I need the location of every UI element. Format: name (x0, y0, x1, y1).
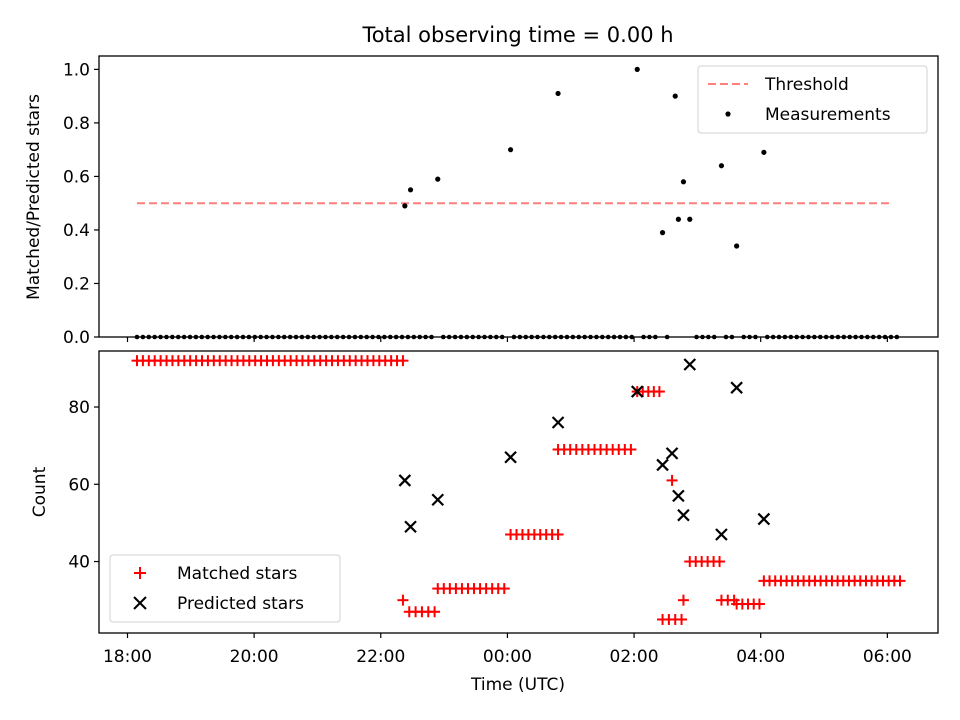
top-y-tick-label: 1.0 (63, 60, 90, 80)
cross-b (404, 520, 417, 534)
predicted-star-marker (677, 508, 690, 522)
predicted-star-marker (730, 381, 743, 394)
x-tick-label: 00:00 (483, 647, 532, 667)
top-legend: Threshold Measurements (697, 65, 928, 134)
bottom-legend-box (109, 554, 341, 623)
legend-matched-label: Matched stars (177, 564, 297, 584)
top-y-tick-label: 0.8 (63, 114, 90, 134)
bottom-plot-marks (131, 355, 906, 625)
cross-b (665, 447, 679, 460)
bottom-y-ticks: 40 60 80 (68, 398, 99, 573)
top-legend-box (697, 65, 928, 134)
chart-title: Total observing time = 0.00 h (361, 23, 673, 47)
top-y-axis-label: Matched/Predicted stars (24, 94, 44, 300)
predicted-star-marker (431, 493, 445, 507)
predicted-star-marker (630, 385, 644, 398)
top-panel: 0.0 0.2 0.4 0.6 0.8 1.0 Matched/Predicted sta… (24, 55, 939, 348)
top-y-ticks: 0.0 0.2 0.4 0.6 0.8 1.0 (63, 60, 99, 348)
predicted-star-marker (656, 458, 669, 472)
bottom-y-tick-label: 60 (68, 475, 90, 495)
measurement-point (659, 230, 666, 236)
legend-measurement-swatch (725, 111, 731, 117)
measurement-point (407, 187, 414, 193)
predicted-star-marker (757, 512, 771, 526)
cross-b (431, 493, 445, 507)
measurement-point (634, 66, 640, 72)
matched-star-marker (498, 583, 510, 595)
matched-star-marker (397, 355, 409, 367)
bottom-x-ticks: 18:00 20:00 22:00 00:00 02:00 04:00 06:00 (103, 633, 912, 667)
cross-b (683, 358, 697, 371)
cross-b (672, 489, 685, 503)
top-y-tick-label: 0.0 (63, 328, 90, 348)
bottom-y-tick-label: 80 (68, 398, 90, 418)
x-tick-label: 20:00 (230, 647, 279, 667)
legend-matched-swatch (134, 567, 146, 579)
legend-predicted-swatch (133, 596, 147, 610)
cross-b (730, 381, 743, 394)
cross-b (398, 474, 412, 487)
matched-star-marker (552, 528, 564, 540)
matched-star-marker (677, 594, 689, 606)
cross-b (504, 450, 517, 464)
predicted-star-marker (398, 474, 412, 487)
matched-star-marker (653, 386, 665, 398)
x-tick-label: 06:00 (863, 647, 912, 667)
measurement-point (435, 176, 441, 182)
top-y-tick-label: 0.6 (63, 167, 90, 187)
cross-b (677, 508, 690, 522)
x-tick-label: 04:00 (736, 647, 785, 667)
predicted-star-marker (551, 416, 565, 429)
top-axes-frame (98, 55, 939, 338)
x-axis-label: Time (UTC) (470, 675, 565, 695)
measurement-point (507, 147, 514, 153)
x-tick-label: 02:00 (610, 647, 659, 667)
cross-b (715, 528, 728, 541)
legend-threshold-label: Threshold (764, 75, 849, 95)
x-tick-label: 22:00 (356, 647, 405, 667)
x-tick-label: 18:00 (103, 647, 152, 667)
predicted-star-marker (672, 489, 685, 503)
cross-b (757, 512, 771, 526)
bottom-axes-frame (98, 350, 939, 634)
measurement-point (761, 149, 767, 155)
predicted-star-marker (683, 358, 697, 371)
measurement-point (687, 216, 693, 222)
matched-star-marker (714, 556, 726, 568)
measurement-point (680, 179, 687, 185)
bottom-y-tick-label: 40 (68, 553, 90, 573)
matched-star-marker (676, 613, 688, 625)
matched-star-marker (625, 444, 637, 456)
bottom-y-axis-label: Count (30, 466, 50, 517)
measurement-point (402, 203, 408, 209)
matched-star-marker (429, 606, 441, 618)
bottom-panel: 40 60 80 18:00 20:00 22:00 00:00 02:00 04:00 06:… (30, 350, 939, 695)
legend-measurement-label: Measurements (765, 105, 891, 125)
top-y-tick-label: 0.4 (63, 221, 90, 241)
predicted-star-marker (665, 447, 679, 460)
predicted-star-marker (504, 450, 517, 464)
measurement-point (734, 243, 740, 249)
measurement-point (672, 93, 678, 99)
matched-star-marker (753, 598, 765, 610)
matched-star-marker (894, 575, 906, 587)
legend-predicted-label: Predicted stars (177, 594, 304, 614)
bottom-legend: Matched stars Predicted stars (109, 554, 341, 623)
matched-star-marker (397, 594, 409, 606)
measurement-point (675, 216, 681, 222)
cross-b (630, 385, 644, 398)
measurement-point (718, 163, 725, 169)
measurement-point (555, 90, 561, 97)
predicted-star-marker (715, 528, 728, 541)
cross-b (656, 458, 669, 472)
top-y-tick-label: 0.2 (63, 274, 90, 294)
matched-star-marker (666, 474, 678, 486)
cross-b (551, 416, 565, 429)
predicted-star-marker (404, 520, 417, 534)
top-x-ticks (126, 337, 888, 342)
